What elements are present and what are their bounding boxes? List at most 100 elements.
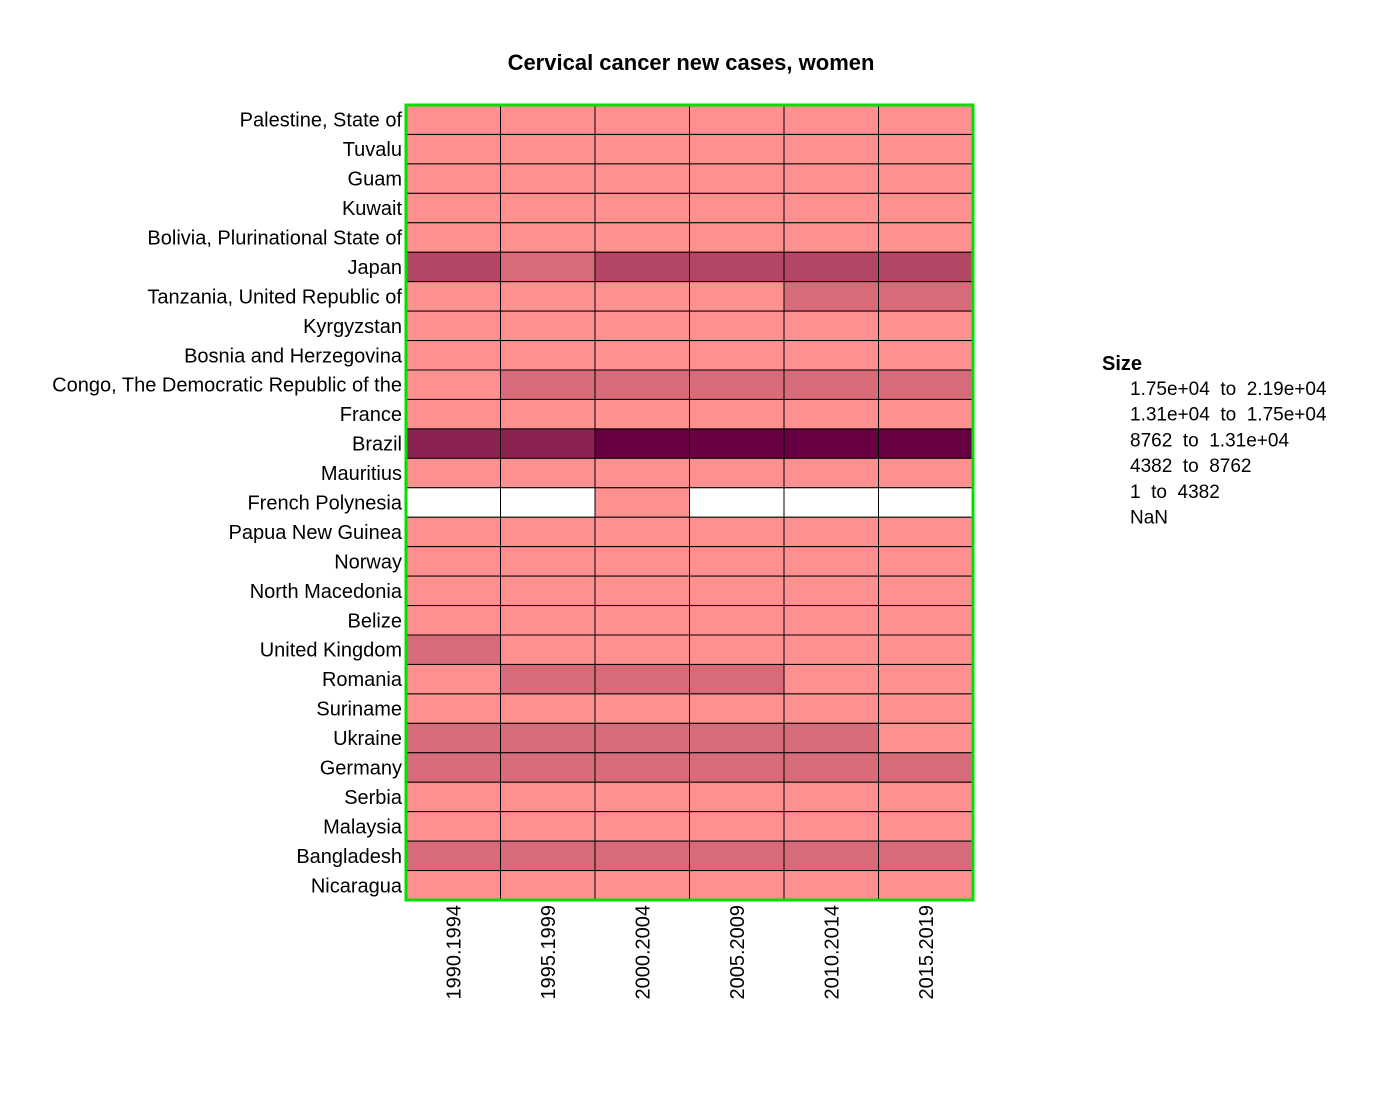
heatmap-cell <box>783 752 879 783</box>
heatmap-cell <box>783 369 879 400</box>
heatmap-cell <box>405 222 501 253</box>
heatmap-cell <box>594 251 690 283</box>
heatmap-cell <box>783 281 879 312</box>
heatmap-cell <box>689 222 785 253</box>
heatmap-cell <box>689 104 785 135</box>
heatmap-cell <box>405 870 501 901</box>
heatmap-cell <box>878 310 974 342</box>
heatmap-cell <box>594 634 690 665</box>
heatmap-cell <box>405 251 501 283</box>
heatmap-cell <box>783 222 879 253</box>
heatmap-cell <box>500 104 596 135</box>
heatmap-cell <box>500 575 596 607</box>
heatmap-cell <box>689 369 785 400</box>
heatmap-cell <box>594 428 690 459</box>
heatmap-cell <box>500 428 596 459</box>
row-label: Palestine, State of <box>240 110 403 132</box>
heatmap-cell <box>405 605 501 636</box>
heatmap-cell <box>500 693 596 724</box>
row-label: France <box>340 404 402 426</box>
row-label: French Polynesia <box>247 493 402 515</box>
heatmap-cell <box>783 693 879 724</box>
heatmap-cell <box>500 133 596 165</box>
heatmap-cell <box>405 281 501 312</box>
heatmap-cell <box>594 133 690 165</box>
heatmap-cell <box>783 840 879 872</box>
legend-item: 1.31e+04 to 1.75e+04 <box>1130 405 1327 426</box>
heatmap-cell <box>689 251 785 283</box>
heatmap-cell <box>689 133 785 165</box>
heatmap-cell <box>878 487 974 518</box>
heatmap-cell <box>783 634 879 665</box>
heatmap-cell <box>783 428 879 459</box>
heatmap-cell <box>689 605 785 636</box>
heatmap-cell <box>878 752 974 783</box>
heatmap-cell <box>689 457 785 489</box>
heatmap-cell <box>405 310 501 342</box>
row-label: Germany <box>320 758 402 780</box>
heatmap-cell <box>689 693 785 724</box>
heatmap-cell <box>878 192 974 224</box>
row-label: Norway <box>334 551 402 573</box>
heatmap-cell <box>594 163 690 194</box>
heatmap-cell <box>405 575 501 607</box>
heatmap-cell <box>405 457 501 489</box>
heatmap-cell <box>783 192 879 224</box>
heatmap-cell <box>500 781 596 813</box>
column-label: 2005.2009 <box>727 905 749 1000</box>
heatmap-cell <box>594 281 690 312</box>
heatmap-cell <box>500 722 596 754</box>
heatmap-cell <box>878 163 974 194</box>
heatmap-cell <box>878 340 974 371</box>
column-label: 1990.1994 <box>443 905 465 1000</box>
heatmap-cell <box>594 369 690 400</box>
legend-item: NaN <box>1130 508 1168 529</box>
heatmap-cell <box>405 428 501 459</box>
heatmap-cell <box>783 457 879 489</box>
heatmap-cell <box>878 516 974 548</box>
heatmap-cell <box>783 398 879 430</box>
heatmap-cell <box>689 340 785 371</box>
heatmap-cell <box>878 605 974 636</box>
heatmap-cell <box>689 546 785 577</box>
heatmap-cell <box>689 722 785 754</box>
heatmap-cell <box>878 457 974 489</box>
heatmap-cell <box>878 693 974 724</box>
column-labels: 1990.1994 1995.1999 2000.2004 2005.2009 2010… <box>443 905 938 1000</box>
row-label: Tuvalu <box>343 139 402 161</box>
column-label: 1995.1999 <box>538 905 560 1000</box>
heatmap-cell <box>783 104 879 135</box>
heatmap-cell <box>594 752 690 783</box>
heatmap-cell <box>594 310 690 342</box>
row-label: Serbia <box>344 787 403 809</box>
row-label: Suriname <box>316 699 402 721</box>
chart-title: Cervical cancer new cases, women <box>508 50 875 75</box>
heatmap-cell <box>689 163 785 194</box>
heatmap-cell <box>405 516 501 548</box>
heatmap-cell <box>594 663 690 695</box>
heatmap-cell <box>783 870 879 901</box>
heatmap-cell <box>500 811 596 842</box>
legend-item: 1.75e+04 to 2.19e+04 <box>1130 379 1327 400</box>
heatmap-cell <box>783 487 879 518</box>
heatmap-cell <box>878 811 974 842</box>
heatmap-cell <box>500 840 596 872</box>
heatmap-cell <box>500 163 596 194</box>
heatmap-cell <box>783 781 879 813</box>
heatmap-cell <box>594 516 690 548</box>
heatmap-cell <box>500 222 596 253</box>
heatmap-cell <box>594 605 690 636</box>
heatmap-cell <box>689 634 785 665</box>
row-label: Malaysia <box>323 816 403 838</box>
row-label: Congo, The Democratic Republic of the <box>52 375 402 397</box>
heatmap-cell <box>689 428 785 459</box>
heatmap-cell <box>783 722 879 754</box>
row-label: Brazil <box>352 434 402 456</box>
row-label: Bangladesh <box>296 846 402 868</box>
row-label: North Macedonia <box>250 581 403 603</box>
heatmap-cell <box>405 340 501 371</box>
heatmap-cell <box>594 693 690 724</box>
legend: Size 1.75e+04 to 2.19e+04 1.31e+04 to 1.7… <box>1102 353 1327 529</box>
heatmap-cell <box>689 811 785 842</box>
